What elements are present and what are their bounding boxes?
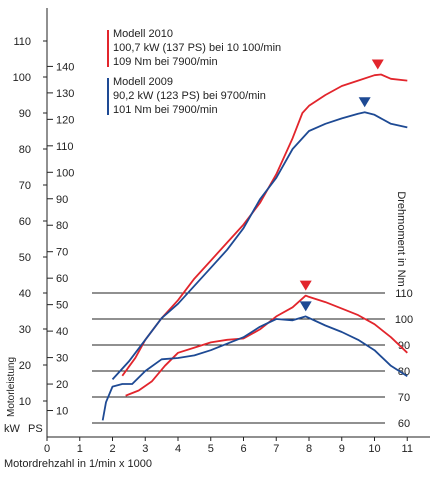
x-tick-label: 1 [77,443,83,455]
x-tick-label: 5 [208,443,214,455]
modell-2010-power-peak-marker [371,59,384,70]
kw-tick-label: 110 [13,36,31,48]
ps-tick-label: 80 [56,220,68,232]
peak-markers [299,59,384,312]
torque-tick-label: 60 [398,418,410,430]
ps-tick-label: 50 [56,300,68,312]
ps-tick-label: 20 [56,379,68,391]
ps-tick-label: 140 [56,61,74,73]
x-tick-label: 4 [175,443,181,455]
ps-tick-label: 90 [56,194,68,206]
modell-2009-legend-power: 90,2 kW (123 PS) bei 9700/min [113,90,266,102]
kw-tick-label: 50 [19,252,31,264]
kw-unit-label: kW [4,423,21,435]
x-tick-label: 11 [402,443,413,455]
modell-2010-torque-peak-marker [299,280,312,291]
torque-tick-label: 110 [395,288,413,300]
torque-axis-title: Drehmoment in Nm [395,191,407,286]
axis-labels: kW PS Motordrehzahl in 1/min x 1000 Motorle… [4,191,407,470]
ps-tick-label: 60 [56,273,68,285]
modell-2009-torque-peak-marker [299,301,312,312]
ps-tick-label: 120 [56,114,74,126]
kw-tick-label: 10 [19,396,31,408]
ps-unit-label: PS [28,423,43,435]
modell-2010-legend-torque: 109 Nm bei 7900/min [113,56,218,68]
torque-tick-label: 70 [398,392,410,404]
ps-tick-label: 10 [56,406,68,418]
modell-2009-power-peak-marker [358,97,371,108]
modell-2010-power-line [121,73,408,377]
kw-tick-label: 40 [19,288,31,300]
series-lines [101,73,408,421]
modell-2010-legend-name: Modell 2010 [113,28,173,40]
modell-2009-torque-line [101,315,408,421]
kw-tick-label: 20 [19,360,31,372]
ps-tick-label: 70 [56,247,68,259]
x-tick-label: 10 [368,443,380,455]
ps-tick-label: 40 [56,326,68,338]
kw-tick-label: 70 [19,180,31,192]
x-tick-label: 9 [339,443,345,455]
modell-2009-legend-name: Modell 2009 [113,76,173,88]
legend: Modell 2010 100,7 kW (137 PS) bei 10 100/… [107,28,281,116]
ps-tick-label: 100 [56,167,74,179]
modell-2009-power-line [111,111,408,381]
x-axis-title: Motordrehzahl in 1/min x 1000 [4,458,152,470]
kw-tick-label: 30 [19,324,31,336]
kw-tick-label: 90 [19,108,31,120]
axes: 0123456789101112102030405060708090100110… [13,8,430,455]
x-tick-label: 0 [44,443,50,455]
ps-tick-label: 30 [56,353,68,365]
modell-2010-legend-power: 100,7 kW (137 PS) bei 10 100/min [113,42,281,54]
x-tick-label: 8 [306,443,312,455]
x-tick-label: 2 [109,443,115,455]
ps-tick-label: 130 [56,88,74,100]
x-tick-label: 7 [273,443,279,455]
kw-tick-label: 100 [13,72,31,84]
x-tick-label: 6 [240,443,246,455]
x-tick-label: 3 [142,443,148,455]
torque-tick-label: 100 [395,314,413,326]
torque-tick-label: 90 [398,340,410,352]
modell-2009-legend-torque: 101 Nm bei 7900/min [113,104,218,116]
power-axis-title: Motorleistung [6,357,17,417]
kw-tick-label: 60 [19,216,31,228]
ps-tick-label: 110 [56,141,74,153]
kw-tick-label: 80 [19,144,31,156]
